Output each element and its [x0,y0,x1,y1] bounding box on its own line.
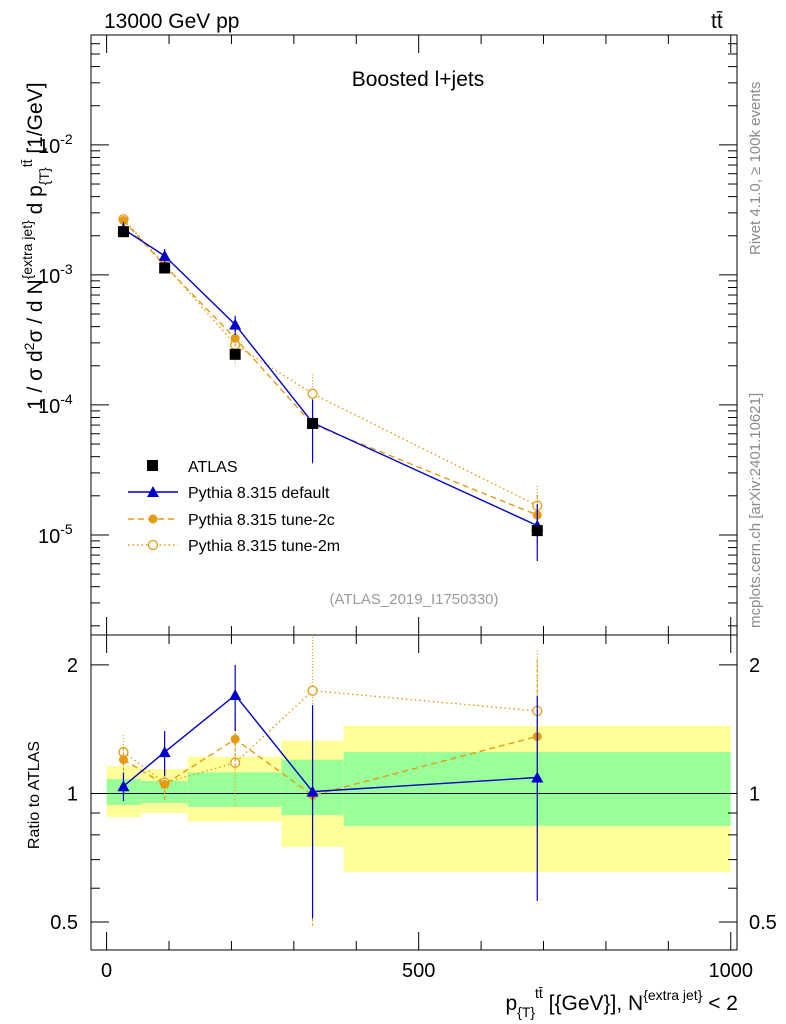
chart-title: Boosted l+jets [352,68,485,91]
x-tick-label: 1000 [709,960,754,982]
data-point-atlas [117,226,129,238]
data-point-default [158,249,171,261]
legend-entry-atlas: ATLAS [147,459,238,476]
legend-marker-tune2m [147,539,159,551]
ratio-point-default [158,746,171,758]
ratio-y-tick-label-left: 1 [67,783,78,805]
main-panel: 10-2 10-3 10-4 10-5 Boosted l+jets (ATLAS_2… [38,34,738,636]
data-point-tune2c [118,216,128,226]
ratio-y-tick-label-left: 0.5 [50,912,78,934]
energy-label: 13000 GeV pp [104,10,239,33]
ratio-point-default [306,785,319,797]
y-axis-title: 1 / σ d2σ / d N{extra jet} d p{T}tt̄ [1/… [19,82,52,410]
ratio-y-tick-label-right: 0.5 [749,912,777,934]
data-point-atlas [229,348,241,360]
ratio-point-tune2c [230,734,240,744]
ratio-point-tune2c [118,755,128,765]
data-point-atlas [531,525,543,537]
ratio-y-axis-title: Ratio to ATLAS [26,741,43,849]
legend-marker-tune2c [148,514,158,524]
ratio-band-inner [187,772,282,807]
ratio-y-tick-label-right: 1 [749,783,760,805]
legend-entry-tune2m: Pythia 8.315 tune-2m [128,538,340,555]
legend-entry-default: Pythia 8.315 default [128,485,330,502]
x-axis-title: p{T}tt̄ [{GeV}], N{extra jet} < 2 [505,985,738,1020]
legend-entry-tune2c: Pythia 8.315 tune-2c [128,512,335,529]
x-tick-label: 0 [101,960,112,982]
data-point-atlas [159,262,171,274]
series-line-tune2c [122,220,538,516]
mcplots-note: mcplots.cern.ch [arXiv:2401.10621] [747,393,764,628]
series-line-tune2m [122,218,538,507]
y-tick-label: 10-4 [38,391,73,418]
main-axis-ticks: 10-2 10-3 10-4 10-5 [38,34,737,635]
legend: ATLAS Pythia 8.315 default Pythia 8.315 … [128,459,340,555]
data-point-default [229,318,242,330]
data-point-tune2c [230,333,240,343]
y-tick-label: 10-5 [38,521,73,548]
legend-label-default: Pythia 8.315 default [188,485,330,502]
data-point-atlas [307,417,319,429]
legend-label-tune2m: Pythia 8.315 tune-2m [188,538,340,555]
ratio-panel-frame [90,634,738,951]
ratio-uncertainty-bands [91,725,737,872]
ratio-axis-ticks: 0.5 0.5 1 1 2 2 0 500 1000 [50,635,777,982]
y-tick-label: 10-3 [38,261,73,288]
ratio-point-default [117,780,130,792]
ratio-point-tune2c [160,779,170,789]
legend-marker-atlas [147,460,158,471]
x-tick-label: 500 [402,960,435,982]
ratio-data-layer [117,636,544,926]
ratio-point-tune2m [230,757,241,768]
ratio-y-tick-label-left: 2 [67,655,78,677]
data-point-tune2m [307,388,318,399]
ratio-point-tune2m [307,685,318,696]
legend-label-tune2c: Pythia 8.315 tune-2c [188,512,335,529]
legend-marker-default [147,486,159,497]
legend-label-atlas: ATLAS [188,459,238,476]
rivet-version-note: Rivet 4.1.0, ≥ 100k events [747,82,764,255]
process-label: tt̄ [711,10,723,33]
series-line-default [123,228,538,527]
analysis-id: (ATLAS_2019_I1750330) [329,591,498,608]
ratio-panel: 0.5 0.5 1 1 2 2 0 500 1000 [50,634,777,982]
ratio-point-default [229,689,242,701]
main-data-layer [117,214,544,562]
y-tick-label: 10-2 [38,131,73,158]
ratio-point-default [531,771,544,783]
ratio-y-tick-label-right: 2 [749,655,760,677]
